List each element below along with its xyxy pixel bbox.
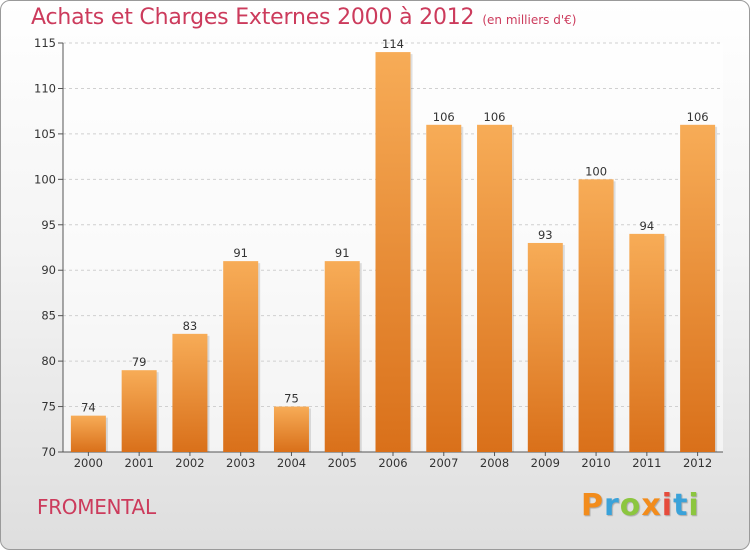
y-tick-label: 90: [41, 263, 56, 277]
bar-value-label: 83: [183, 319, 198, 333]
x-tick-label: 2003: [226, 456, 255, 470]
bar: [273, 406, 309, 452]
logo-letter: r: [604, 488, 620, 523]
x-tick-label: 2007: [429, 456, 458, 470]
bar-value-label: 94: [640, 219, 655, 233]
bar: [375, 52, 411, 452]
y-tick-label: 80: [41, 354, 56, 368]
bar: [527, 242, 563, 452]
y-tick-label: 75: [41, 400, 56, 414]
y-tick-label: 70: [41, 445, 56, 459]
x-tick-label: 2004: [277, 456, 306, 470]
logo-letter: t: [673, 488, 689, 523]
logo-letter: o: [619, 488, 642, 523]
commune-name: FROMENTAL: [37, 495, 156, 519]
logo-letter: P: [581, 488, 604, 523]
bar: [629, 233, 665, 452]
chart-title-unit: (en milliers d'€): [482, 13, 577, 27]
y-tick-label: 105: [34, 127, 56, 141]
chart-title: Achats et Charges Externes 2000 à 2012 (e…: [31, 5, 576, 30]
bar-value-label: 100: [585, 164, 607, 178]
bar-value-label: 79: [132, 355, 147, 369]
x-tick-label: 2009: [531, 456, 560, 470]
bar-value-label: 114: [382, 37, 404, 51]
x-tick-label: 2008: [480, 456, 509, 470]
bar: [121, 370, 157, 452]
logo-letter: x: [641, 488, 662, 523]
x-tick-label: 2010: [581, 456, 610, 470]
bar: [172, 333, 208, 452]
bar: [70, 415, 106, 452]
chart-title-main: Achats et Charges Externes 2000 à 2012: [31, 5, 475, 30]
x-tick-label: 2012: [683, 456, 712, 470]
bar-value-label: 91: [335, 246, 350, 260]
bar: [324, 261, 360, 452]
x-tick-label: 2001: [125, 456, 154, 470]
bar-value-label: 93: [538, 228, 553, 242]
bar: [578, 179, 614, 453]
x-tick-label: 2002: [175, 456, 204, 470]
x-tick-label: 2011: [632, 456, 661, 470]
y-tick-label: 110: [34, 81, 56, 95]
x-tick-label: 2005: [328, 456, 357, 470]
y-tick-label: 85: [41, 309, 56, 323]
y-tick-label: 100: [34, 172, 56, 186]
logo-letter: i: [688, 488, 700, 523]
bar: [426, 124, 462, 453]
bar-value-label: 91: [233, 246, 248, 260]
y-tick-label: 95: [41, 218, 56, 232]
bar-value-label: 74: [81, 401, 96, 415]
bar: [477, 124, 513, 453]
proxiti-logo: Proxiti: [581, 488, 700, 523]
x-tick-label: 2006: [378, 456, 407, 470]
bar-value-label: 75: [284, 392, 299, 406]
bar: [680, 124, 716, 453]
bar-value-label: 106: [687, 110, 709, 124]
logo-letter: i: [661, 488, 674, 523]
bar-value-label: 106: [484, 110, 506, 124]
y-tick-label: 115: [34, 36, 56, 50]
bar: [223, 261, 259, 452]
bar-value-label: 106: [433, 110, 455, 124]
x-tick-label: 2000: [74, 456, 103, 470]
